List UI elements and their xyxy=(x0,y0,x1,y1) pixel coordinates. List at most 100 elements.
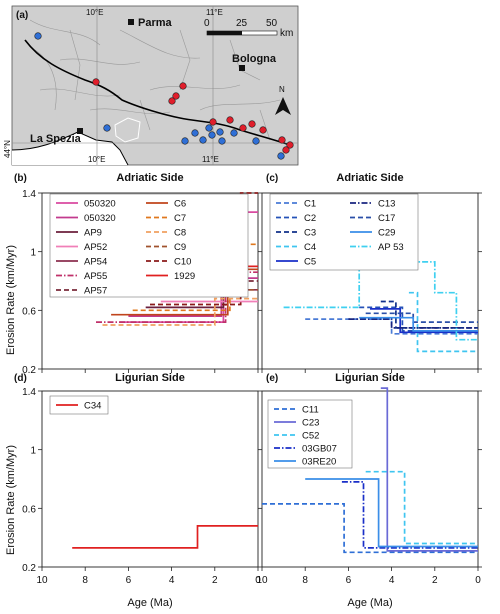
y-tick-label: 1.4 xyxy=(22,189,36,200)
scale-tick-50: 50 xyxy=(266,18,278,29)
y-tick-label: 1 xyxy=(30,446,36,457)
legend-label: C3 xyxy=(304,228,316,239)
x-tick-label: 8 xyxy=(82,575,88,586)
legend-label: C9 xyxy=(174,242,186,253)
panel-label: (d) xyxy=(14,373,27,384)
legend-label: C4 xyxy=(304,242,316,253)
y-tick-label: 0.2 xyxy=(22,563,36,574)
series-line-C34 xyxy=(72,525,258,549)
red-sites xyxy=(92,78,294,154)
lon10-top-label: 10°E xyxy=(86,8,103,17)
series-line-C5 xyxy=(370,308,478,334)
lon11-bottom-label: 11°E xyxy=(202,155,219,164)
legend-label: 1929 xyxy=(174,271,195,282)
chart-panel-2: Ligurian Side (d) 1.4 1 0.6 0.210 8 6 4 2 0 C34 xyxy=(14,372,261,586)
legend-label: 050320 xyxy=(84,213,116,224)
red-site xyxy=(248,120,256,128)
bologna-marker xyxy=(239,65,245,71)
legend-label: C1 xyxy=(304,199,316,210)
y-tick-label: 0.2 xyxy=(22,365,36,376)
red-site xyxy=(92,78,100,86)
series-line-C3 xyxy=(380,300,478,329)
x-tick-label: 0 xyxy=(255,575,261,586)
series-line-C11 xyxy=(262,503,478,554)
legend-label: AP 53 xyxy=(378,242,404,253)
legend-box xyxy=(267,399,353,469)
bologna-label: Bologna xyxy=(232,53,277,65)
blue-site xyxy=(199,136,207,144)
series-line-AP-53 xyxy=(283,261,478,341)
x-tick-label: 2 xyxy=(212,575,218,586)
coastline xyxy=(11,131,129,166)
chart-panel-3: Ligurian Side (e) 10 8 6 4 2 0 C11 C23 C52 03GB07 03… xyxy=(256,372,482,586)
blue-site xyxy=(208,131,216,139)
north-label: N xyxy=(279,85,285,94)
plot-frame xyxy=(261,192,479,370)
scale-unit: km xyxy=(280,28,293,39)
blue-site xyxy=(216,128,224,136)
red-site xyxy=(209,118,217,126)
north-arrow-shape xyxy=(275,97,291,115)
north-arrow-icon: N xyxy=(275,85,291,115)
chart-panel-1: Adriatic Side (c) C1 C2 C3 C4 C5 C13 C17 C29 AP 53 xyxy=(258,172,482,373)
panel-title: Adriatic Side xyxy=(336,172,403,184)
series-line-C29 xyxy=(359,316,478,332)
series-line-C52 xyxy=(365,470,478,545)
red-site xyxy=(282,146,290,154)
x-tick-label: 10 xyxy=(256,575,268,586)
legend-label: AP54 xyxy=(84,257,107,268)
red-site xyxy=(239,124,247,132)
legend-label: 03RE20 xyxy=(302,457,336,468)
legend-label: C17 xyxy=(378,213,395,224)
legend-label: C6 xyxy=(174,199,186,210)
xlabel-left: Age (Ma) xyxy=(127,597,172,609)
legend-label: C10 xyxy=(174,257,191,268)
y-tick-label: 1 xyxy=(30,248,36,259)
red-site xyxy=(278,136,286,144)
la-spezia-label: La Spezia xyxy=(30,133,82,145)
scale-tick-0: 0 xyxy=(204,18,210,29)
y-tick-label: 0.6 xyxy=(22,306,36,317)
panel-title: Ligurian Side xyxy=(115,372,185,384)
blue-site xyxy=(218,137,226,145)
legend-label: AP55 xyxy=(84,271,107,282)
legend-label: AP9 xyxy=(84,228,102,239)
legend-label: 050320 xyxy=(84,199,116,210)
scale-bar: 0 25 50 km xyxy=(204,18,293,39)
la-spezia-marker xyxy=(77,128,83,134)
blue-site xyxy=(103,124,111,132)
panel-label: (c) xyxy=(266,173,278,184)
legend-label: C2 xyxy=(304,213,316,224)
legend-label: C34 xyxy=(84,401,101,412)
legend-label: C52 xyxy=(302,431,319,442)
blue-site xyxy=(277,152,285,160)
x-tick-label: 0 xyxy=(475,575,481,586)
x-tick-label: 2 xyxy=(432,575,438,586)
panel-title: Adriatic Side xyxy=(116,172,183,184)
legend-label: AP52 xyxy=(84,242,107,253)
x-tick-label: 4 xyxy=(169,575,175,586)
red-site xyxy=(286,141,294,149)
lon11-top-label: 11°E xyxy=(206,8,223,17)
blue-site xyxy=(205,124,213,132)
panel-title: Ligurian Side xyxy=(335,372,405,384)
panel-label: (b) xyxy=(14,173,27,184)
legend-label: C13 xyxy=(378,199,395,210)
legend-label: C11 xyxy=(302,405,319,416)
legend-label: 03GB07 xyxy=(302,444,337,455)
series-line-C4 xyxy=(408,291,478,353)
series-line-C13 xyxy=(348,318,478,329)
red-site xyxy=(226,116,234,124)
x-tick-label: 10 xyxy=(36,575,48,586)
series-line-03GB07 xyxy=(341,481,478,549)
legend-label: C7 xyxy=(174,213,186,224)
lon10-bottom-label: 10°E xyxy=(88,155,105,164)
chart-panels: Adriatic Side (b) 1.4 1 0.6 0.2 050320 050320 AP… xyxy=(14,172,482,586)
ylabel-top: Erosion Rate (km/Myr) xyxy=(5,245,17,355)
lat44-label: 44°N xyxy=(3,140,12,158)
legend-box xyxy=(49,395,109,415)
chart-panel-0: Adriatic Side (b) 1.4 1 0.6 0.2 050320 050320 AP… xyxy=(14,172,259,376)
legend-label: C29 xyxy=(378,228,395,239)
red-site xyxy=(168,97,176,105)
